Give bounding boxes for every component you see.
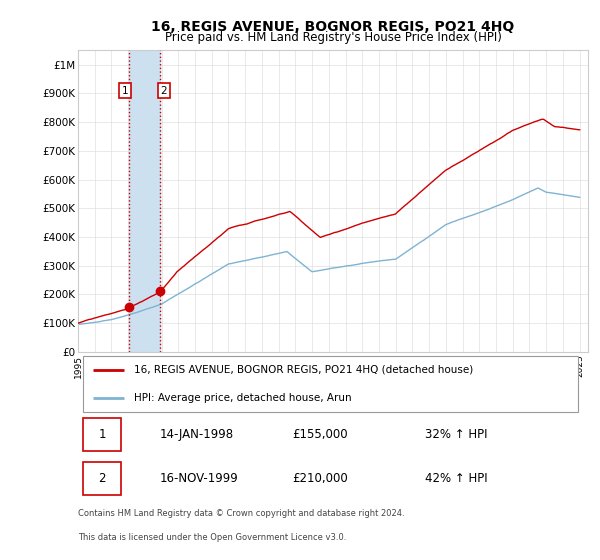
Text: Price paid vs. HM Land Registry's House Price Index (HPI): Price paid vs. HM Land Registry's House … (164, 31, 502, 44)
FancyBboxPatch shape (83, 461, 121, 494)
Text: 16-NOV-1999: 16-NOV-1999 (160, 472, 238, 484)
Text: 2: 2 (160, 86, 167, 96)
Text: 32% ↑ HPI: 32% ↑ HPI (425, 428, 487, 441)
Text: 16, REGIS AVENUE, BOGNOR REGIS, PO21 4HQ: 16, REGIS AVENUE, BOGNOR REGIS, PO21 4HQ (151, 20, 515, 34)
Text: 1: 1 (98, 428, 106, 441)
Text: HPI: Average price, detached house, Arun: HPI: Average price, detached house, Arun (134, 393, 352, 403)
Text: 1: 1 (121, 86, 128, 96)
Text: 14-JAN-1998: 14-JAN-1998 (160, 428, 234, 441)
Text: This data is licensed under the Open Government Licence v3.0.: This data is licensed under the Open Gov… (78, 533, 346, 542)
Text: 2: 2 (98, 472, 106, 484)
FancyBboxPatch shape (83, 418, 121, 451)
Bar (129, 50, 160, 352)
FancyBboxPatch shape (83, 356, 578, 412)
Text: Contains HM Land Registry data © Crown copyright and database right 2024.: Contains HM Land Registry data © Crown c… (78, 510, 404, 519)
Text: £155,000: £155,000 (292, 428, 348, 441)
Text: 16, REGIS AVENUE, BOGNOR REGIS, PO21 4HQ (detached house): 16, REGIS AVENUE, BOGNOR REGIS, PO21 4HQ… (134, 365, 473, 375)
Text: 42% ↑ HPI: 42% ↑ HPI (425, 472, 487, 484)
Text: £210,000: £210,000 (292, 472, 348, 484)
